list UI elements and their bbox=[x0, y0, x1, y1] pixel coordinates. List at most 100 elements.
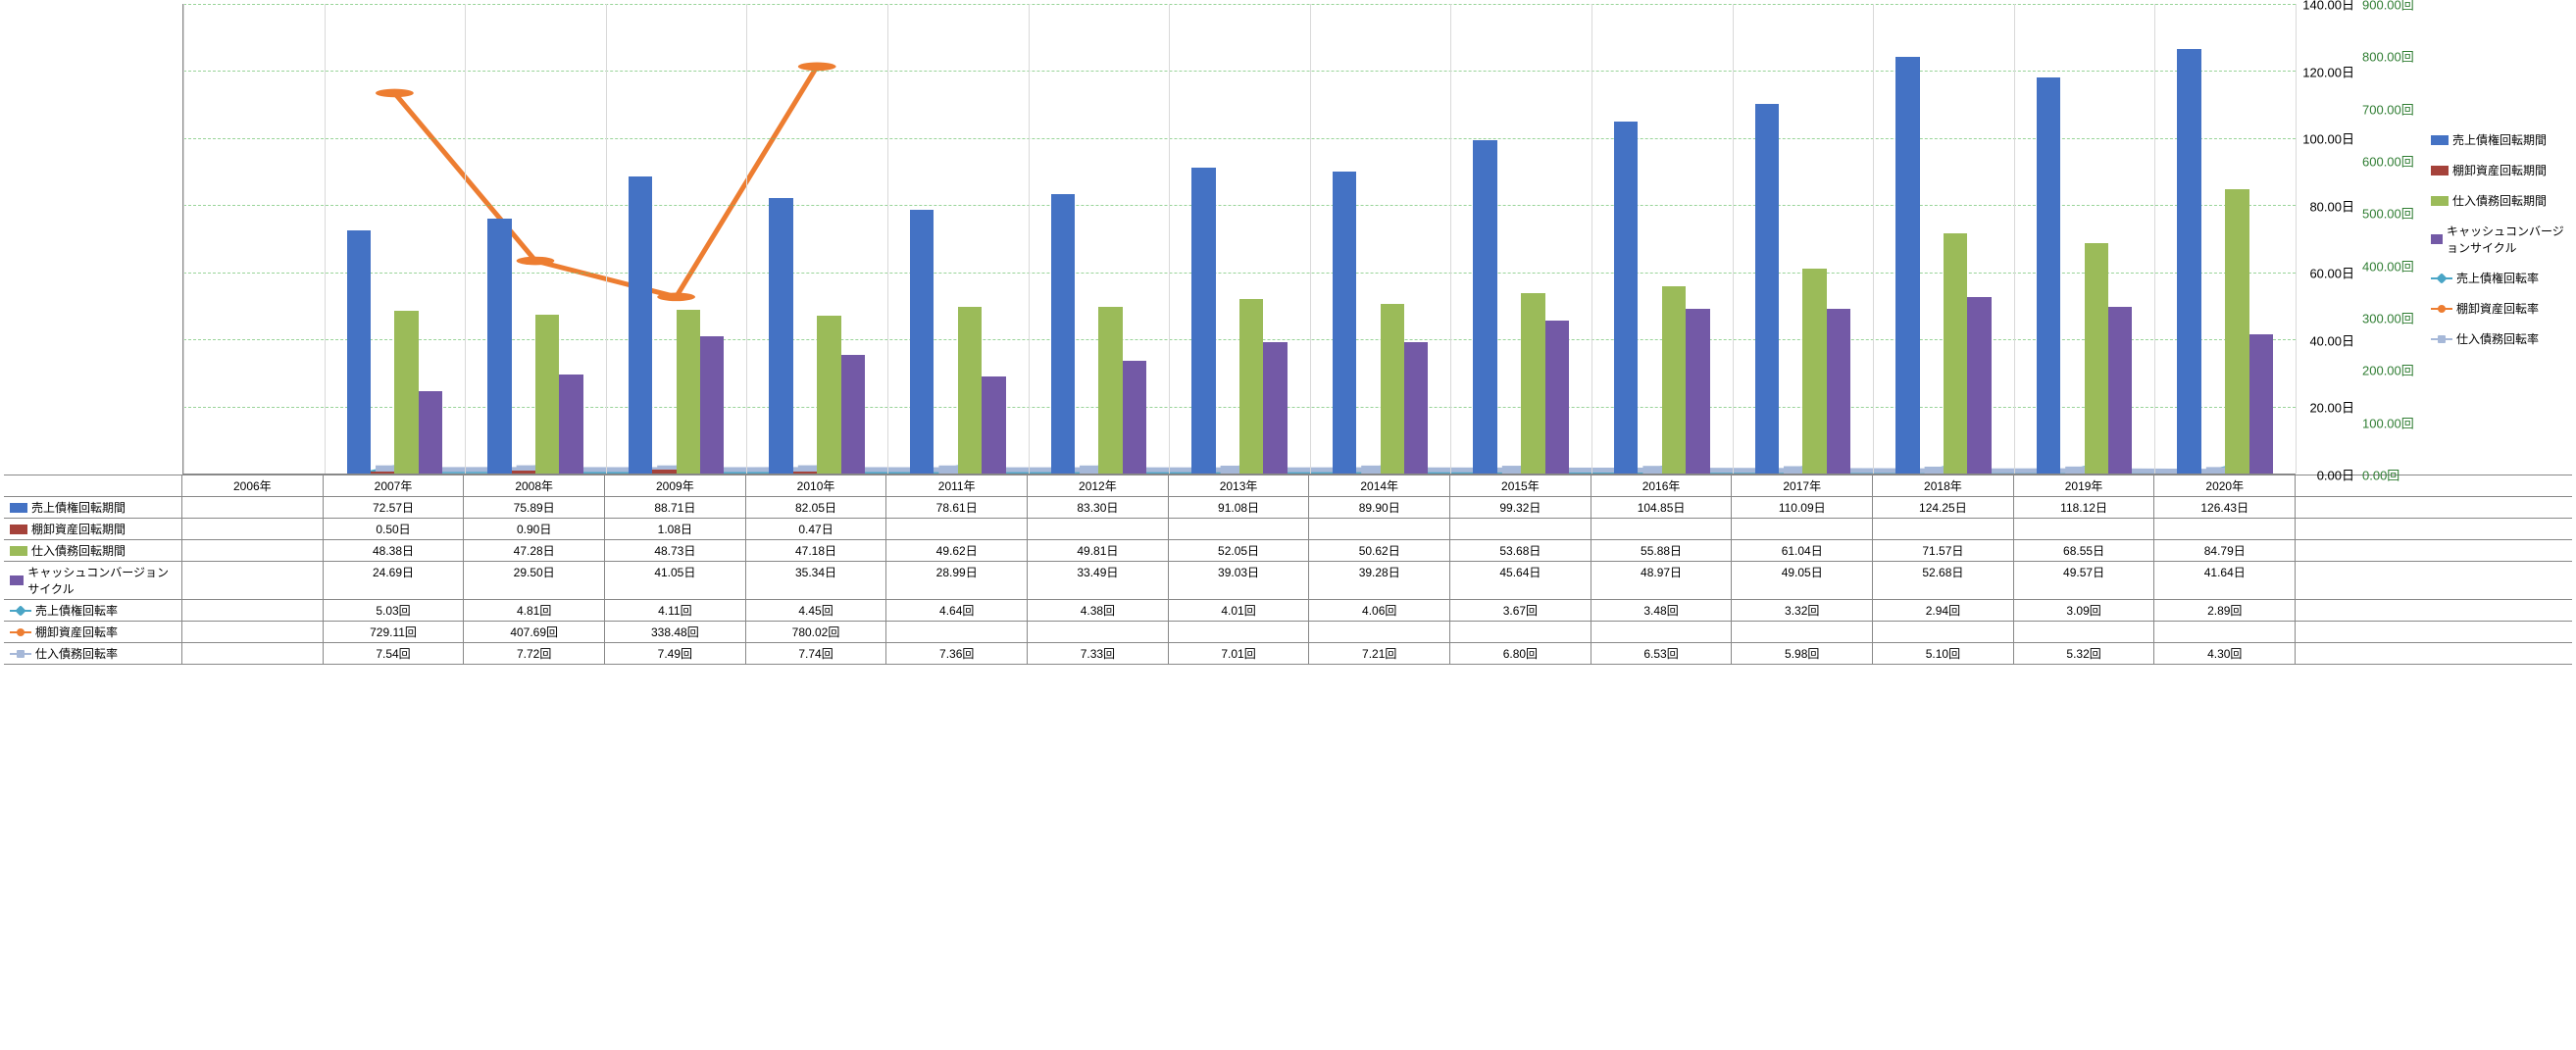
bar-ccc bbox=[982, 376, 1005, 474]
bar-payable_period bbox=[2085, 243, 2108, 474]
data-cell bbox=[886, 622, 1028, 642]
data-cell bbox=[182, 497, 324, 518]
data-cell: 0.50日 bbox=[324, 519, 465, 539]
data-cell: 4.11回 bbox=[605, 600, 746, 621]
y1-tick: 0.00日 bbox=[2317, 466, 2354, 484]
bar-ccc bbox=[559, 375, 582, 474]
y2-tick: 200.00回 bbox=[2362, 361, 2414, 379]
data-cell: 83.30日 bbox=[1028, 497, 1169, 518]
data-cell: 49.05日 bbox=[1732, 562, 1873, 599]
data-cell bbox=[1169, 519, 1310, 539]
bar-payable_period bbox=[394, 311, 418, 474]
y2-tick: 300.00回 bbox=[2362, 308, 2414, 326]
data-cell: 1.08日 bbox=[605, 519, 746, 539]
legend-item-inventory_period: 棚卸資産回転期間 bbox=[2431, 162, 2572, 178]
data-cell: 7.49回 bbox=[605, 643, 746, 664]
data-cell: 407.69回 bbox=[464, 622, 605, 642]
right-legend: 売上債権回転期間棚卸資産回転期間仕入債務回転期間キャッシュコンバージョンサイクル… bbox=[2425, 4, 2572, 475]
data-cell: 47.18日 bbox=[746, 540, 887, 561]
data-cell: 0.47日 bbox=[746, 519, 887, 539]
data-cell bbox=[1591, 622, 1733, 642]
legend-label: 売上債権回転率 bbox=[2456, 270, 2539, 286]
bar-sales_period bbox=[1473, 140, 1496, 474]
bar-payable_period bbox=[958, 307, 982, 474]
row-label-text: 仕入債務回転率 bbox=[35, 645, 118, 662]
data-cell: 4.38回 bbox=[1028, 600, 1169, 621]
data-cell: 7.33回 bbox=[1028, 643, 1169, 664]
data-cell: 68.55日 bbox=[2014, 540, 2155, 561]
legend-item-ccc: キャッシュコンバージョンサイクル bbox=[2431, 223, 2572, 256]
bar-payable_period bbox=[1521, 293, 1544, 474]
row-label-text: 棚卸資産回転期間 bbox=[31, 521, 126, 537]
bar-sales_period bbox=[2037, 77, 2060, 474]
table-row-ccc: キャッシュコンバージョンサイクル24.69日29.50日41.05日35.34日… bbox=[4, 562, 2572, 600]
data-cell: 5.03回 bbox=[324, 600, 465, 621]
data-cell: 4.06回 bbox=[1309, 600, 1450, 621]
data-cell: 72.57日 bbox=[324, 497, 465, 518]
plot-area bbox=[182, 4, 2296, 475]
bar-sales_period bbox=[487, 219, 511, 474]
data-cell: 91.08日 bbox=[1169, 497, 1310, 518]
y1-tick: 80.00日 bbox=[2309, 196, 2354, 215]
legend-item-sales_turnover: 売上債権回転率 bbox=[2431, 270, 2572, 286]
bar-payable_period bbox=[817, 316, 840, 474]
data-cell: 49.57日 bbox=[2014, 562, 2155, 599]
row-swatch bbox=[10, 546, 27, 556]
data-cell: 5.32回 bbox=[2014, 643, 2155, 664]
legend-swatch bbox=[2431, 303, 2452, 315]
data-cell: 126.43日 bbox=[2154, 497, 2296, 518]
data-cell: 7.36回 bbox=[886, 643, 1028, 664]
table-header-row: 2006年2007年2008年2009年2010年2011年2012年2013年… bbox=[4, 475, 2572, 497]
legend-swatch bbox=[2431, 196, 2449, 206]
left-spacer bbox=[4, 4, 182, 475]
row-label: キャッシュコンバージョンサイクル bbox=[4, 562, 182, 599]
year-header: 2007年 bbox=[324, 475, 465, 496]
table-row-payable_turnover: 仕入債務回転率7.54回7.72回7.49回7.74回7.36回7.33回7.0… bbox=[4, 643, 2572, 665]
y1-tick: 140.00日 bbox=[2302, 0, 2354, 14]
year-header: 2011年 bbox=[886, 475, 1028, 496]
legend-swatch bbox=[2431, 234, 2443, 244]
bar-payable_period bbox=[1802, 269, 1826, 474]
row-swatch bbox=[10, 648, 31, 660]
bar-inventory_period bbox=[512, 471, 535, 474]
data-cell: 3.09回 bbox=[2014, 600, 2155, 621]
data-cell: 88.71日 bbox=[605, 497, 746, 518]
legend-item-sales_period: 売上債権回転期間 bbox=[2431, 131, 2572, 148]
legend-swatch bbox=[2431, 333, 2452, 345]
legend-label: 売上債権回転期間 bbox=[2452, 131, 2547, 148]
data-cell bbox=[2154, 622, 2296, 642]
row-label: 仕入債務回転期間 bbox=[4, 540, 182, 561]
row-label-text: キャッシュコンバージョンサイクル bbox=[27, 564, 176, 597]
table-row-sales_turnover: 売上債権回転率5.03回4.81回4.11回4.45回4.64回4.38回4.0… bbox=[4, 600, 2572, 622]
data-cell: 75.89日 bbox=[464, 497, 605, 518]
y2-tick: 500.00回 bbox=[2362, 204, 2414, 223]
bar-sales_period bbox=[910, 210, 934, 474]
year-header: 2009年 bbox=[605, 475, 746, 496]
data-cell bbox=[886, 519, 1028, 539]
year-header: 2012年 bbox=[1028, 475, 1169, 496]
legend-item-inventory_turnover: 棚卸資産回転率 bbox=[2431, 300, 2572, 317]
row-swatch bbox=[10, 626, 31, 638]
bar-ccc bbox=[419, 391, 442, 474]
legend-item-payable_period: 仕入債務回転期間 bbox=[2431, 192, 2572, 209]
year-header: 2006年 bbox=[182, 475, 324, 496]
chart-plot-row: 0.00日20.00日40.00日60.00日80.00日100.00日120.… bbox=[4, 4, 2572, 475]
data-cell: 78.61日 bbox=[886, 497, 1028, 518]
legend-label: 仕入債務回転率 bbox=[2456, 330, 2539, 347]
data-cell: 39.28日 bbox=[1309, 562, 1450, 599]
data-cell: 50.62日 bbox=[1309, 540, 1450, 561]
data-cell bbox=[1028, 622, 1169, 642]
legend-swatch bbox=[2431, 166, 2449, 175]
data-cell bbox=[182, 519, 324, 539]
data-cell: 35.34日 bbox=[746, 562, 887, 599]
data-cell: 3.32回 bbox=[1732, 600, 1873, 621]
bar-sales_period bbox=[629, 176, 652, 475]
bar-payable_period bbox=[1098, 307, 1122, 474]
data-cell: 0.90日 bbox=[464, 519, 605, 539]
data-cell: 89.90日 bbox=[1309, 497, 1450, 518]
data-cell bbox=[182, 540, 324, 561]
data-cell: 61.04日 bbox=[1732, 540, 1873, 561]
data-cell: 729.11回 bbox=[324, 622, 465, 642]
data-cell bbox=[1309, 519, 1450, 539]
data-cell: 2.94回 bbox=[1873, 600, 2014, 621]
